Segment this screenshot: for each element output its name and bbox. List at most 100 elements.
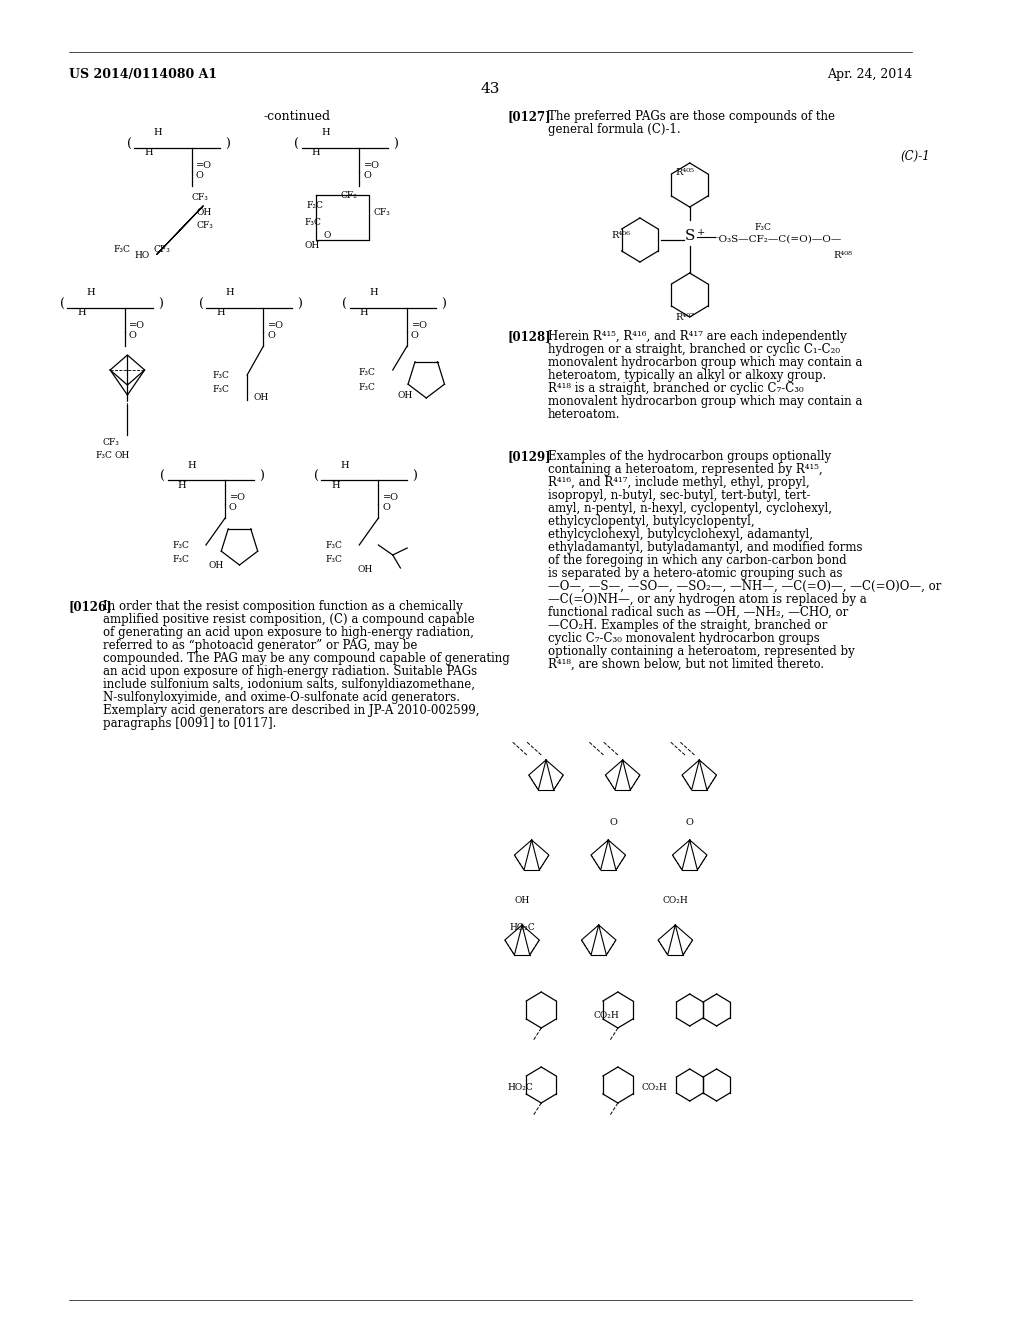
Text: [0126]: [0126] (69, 601, 113, 612)
Text: CO₂H: CO₂H (642, 1082, 668, 1092)
Text: O: O (267, 331, 275, 341)
Text: H: H (187, 461, 196, 470)
Text: (: ( (313, 470, 318, 483)
Text: F₃C: F₃C (326, 554, 343, 564)
Text: (C)-1: (C)-1 (900, 150, 930, 162)
Text: F₃C: F₃C (172, 554, 189, 564)
Text: OH: OH (357, 565, 373, 574)
Text: H: H (178, 480, 186, 490)
Text: +: + (697, 228, 706, 238)
Text: [0128]: [0128] (508, 330, 551, 343)
Text: The preferred PAGs are those compounds of the: The preferred PAGs are those compounds o… (548, 110, 835, 123)
Text: of the foregoing in which any carbon-carbon bond: of the foregoing in which any carbon-car… (548, 554, 847, 568)
Text: H: H (77, 308, 86, 317)
Text: H: H (370, 288, 378, 297)
Text: O: O (229, 503, 237, 512)
Text: O: O (609, 818, 617, 828)
Text: R⁴⁰⁸: R⁴⁰⁸ (834, 251, 852, 260)
Text: HO₂C: HO₂C (510, 923, 536, 932)
Text: —O—, —S—, —SO—, —SO₂—, —NH—, —C(=O)—, —C(=O)O—, or: —O—, —S—, —SO—, —SO₂—, —NH—, —C(=O)—, —C… (548, 579, 941, 593)
Text: ethylcyclohexyl, butylcyclohexyl, adamantyl,: ethylcyclohexyl, butylcyclohexyl, adaman… (548, 528, 813, 541)
Text: H: H (216, 308, 224, 317)
Text: ): ) (441, 298, 446, 312)
Text: —C(=O)NH—, or any hydrogen atom is replaced by a: —C(=O)NH—, or any hydrogen atom is repla… (548, 593, 866, 606)
Text: (: ( (127, 139, 132, 150)
Text: OH: OH (514, 896, 529, 906)
Text: [0129]: [0129] (508, 450, 551, 463)
Text: HO: HO (134, 251, 150, 260)
Text: amplified positive resist composition, (C) a compound capable: amplified positive resist composition, (… (103, 612, 475, 626)
Text: R⁴¹⁸, are shown below, but not limited thereto.: R⁴¹⁸, are shown below, but not limited t… (548, 657, 824, 671)
Text: OH: OH (209, 561, 224, 570)
Text: F₃C: F₃C (326, 541, 343, 550)
Text: H: H (311, 148, 321, 157)
Text: Examples of the hydrocarbon groups optionally: Examples of the hydrocarbon groups optio… (548, 450, 831, 463)
Text: O: O (364, 172, 371, 180)
Text: —CO₂H. Examples of the straight, branched or: —CO₂H. Examples of the straight, branche… (548, 619, 827, 632)
Text: OH: OH (254, 393, 269, 403)
Text: CF₃: CF₃ (191, 193, 209, 202)
Text: of generating an acid upon exposure to high-energy radiation,: of generating an acid upon exposure to h… (103, 626, 474, 639)
Text: CF₃: CF₃ (154, 246, 170, 253)
Text: ethyladamantyl, butyladamantyl, and modified forms: ethyladamantyl, butyladamantyl, and modi… (548, 541, 862, 554)
Text: -continued: -continued (263, 110, 331, 123)
Text: R⁴¹⁶, and R⁴¹⁷, include methyl, ethyl, propyl,: R⁴¹⁶, and R⁴¹⁷, include methyl, ethyl, p… (548, 477, 810, 488)
Text: =O: =O (383, 492, 399, 502)
Text: (: ( (59, 298, 65, 312)
Text: (: ( (161, 470, 165, 483)
Text: CF₂: CF₂ (340, 191, 357, 201)
Text: In order that the resist composition function as a chemically: In order that the resist composition fun… (103, 601, 463, 612)
Text: F₃C: F₃C (172, 541, 189, 550)
Text: R⁴¹⁸ is a straight, branched or cyclic C₇-C₃₀: R⁴¹⁸ is a straight, branched or cyclic C… (548, 381, 804, 395)
Text: is separated by a hetero-atomic grouping such as: is separated by a hetero-atomic grouping… (548, 568, 843, 579)
Text: ethylcyclopentyl, butylcyclopentyl,: ethylcyclopentyl, butylcyclopentyl, (548, 515, 755, 528)
Text: F₃C: F₃C (213, 371, 229, 380)
Text: F₂C: F₂C (306, 201, 324, 210)
Text: O: O (411, 331, 419, 341)
Text: =O: =O (364, 161, 380, 170)
Text: F₃C: F₃C (213, 385, 229, 393)
Text: F₃C: F₃C (358, 368, 375, 378)
Text: F₃C: F₃C (358, 383, 375, 392)
Text: H: H (322, 128, 330, 137)
Text: N-sulfonyloxyimide, and oxime-O-sulfonate acid generators.: N-sulfonyloxyimide, and oxime-O-sulfonat… (103, 690, 461, 704)
Text: R⁴⁰⁵: R⁴⁰⁵ (676, 168, 694, 177)
Text: referred to as “photoacid generator” or PAG, may be: referred to as “photoacid generator” or … (103, 639, 418, 652)
Text: O: O (128, 331, 136, 341)
Text: include sulfonium salts, iodonium salts, sulfonyldiazomethane,: include sulfonium salts, iodonium salts,… (103, 678, 475, 690)
Text: OH: OH (397, 391, 413, 400)
Text: 43: 43 (481, 82, 500, 96)
Text: H: H (154, 128, 163, 137)
Text: CO₂H: CO₂H (594, 1011, 620, 1020)
Text: OH: OH (197, 209, 212, 216)
Text: amyl, n-pentyl, n-hexyl, cyclopentyl, cyclohexyl,: amyl, n-pentyl, n-hexyl, cyclopentyl, cy… (548, 502, 831, 515)
Text: isopropyl, n-butyl, sec-butyl, tert-butyl, tert-: isopropyl, n-butyl, sec-butyl, tert-buty… (548, 488, 810, 502)
Text: F₃C: F₃C (113, 246, 130, 253)
Text: ⁻O₃S—CF₂—C(=O)—O—: ⁻O₃S—CF₂—C(=O)—O— (714, 235, 842, 244)
Text: ): ) (297, 298, 302, 312)
Text: HO₂C: HO₂C (508, 1082, 534, 1092)
Text: OH: OH (115, 451, 130, 459)
Text: ): ) (393, 139, 398, 150)
Text: =O: =O (412, 321, 428, 330)
Text: F₃C: F₃C (755, 223, 772, 232)
Text: Apr. 24, 2014: Apr. 24, 2014 (826, 69, 912, 81)
Text: CF₃: CF₃ (374, 209, 390, 216)
Text: CF₃: CF₃ (197, 220, 213, 230)
Text: F₃C: F₃C (96, 451, 113, 459)
Text: US 2014/0114080 A1: US 2014/0114080 A1 (69, 69, 217, 81)
Text: H: H (225, 288, 234, 297)
Text: optionally containing a heteroatom, represented by: optionally containing a heteroatom, repr… (548, 645, 855, 657)
Text: H: H (341, 461, 349, 470)
Text: =O: =O (268, 321, 285, 330)
Text: CO₂H: CO₂H (663, 896, 688, 906)
Text: H: H (144, 148, 153, 157)
Text: [0127]: [0127] (508, 110, 551, 123)
Text: O: O (686, 818, 693, 828)
Text: =O: =O (230, 492, 246, 502)
Text: cyclic C₇-C₃₀ monovalent hydrocarbon groups: cyclic C₇-C₃₀ monovalent hydrocarbon gro… (548, 632, 819, 645)
Text: H: H (87, 288, 95, 297)
Text: ): ) (159, 298, 164, 312)
Text: O: O (196, 172, 204, 180)
Text: Herein R⁴¹⁵, R⁴¹⁶, and R⁴¹⁷ are each independently: Herein R⁴¹⁵, R⁴¹⁶, and R⁴¹⁷ are each ind… (548, 330, 847, 343)
